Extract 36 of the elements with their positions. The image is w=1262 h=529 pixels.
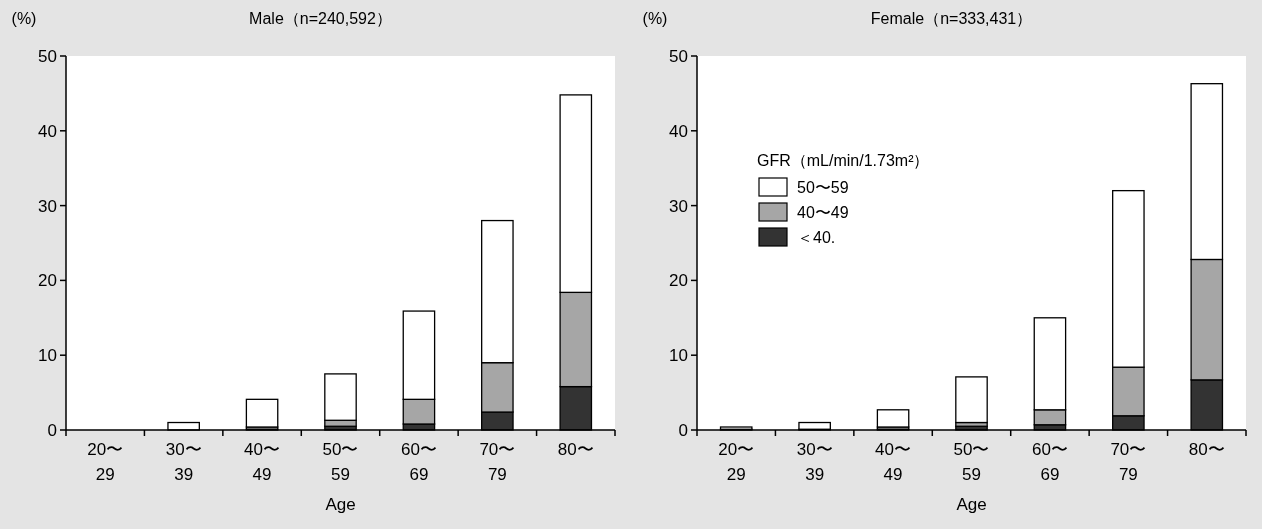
x-tick-label: 60〜 69 [400,440,437,484]
x-tick-label: 30〜 39 [796,440,833,484]
y-tick-label: 30 [669,196,688,216]
x-tick-label: 20〜 29 [87,440,124,484]
x-axis-title: Age [956,495,987,514]
x-tick-label: 80〜 [557,440,594,459]
chart-title: Male（n=240,592） [249,10,392,27]
y-tick-label: 10 [38,346,57,366]
y-tick-label: 50 [38,47,57,66]
legend-title: GFR（mL/min/1.73m²） [757,152,930,169]
x-tick-label: 50〜 59 [953,440,990,484]
y-tick-label: 40 [669,121,688,141]
x-axis-title: Age [325,495,356,514]
y-tick-label: 40 [38,121,57,141]
y-tick-label: 0 [678,421,688,440]
legend-label: ＜40. [797,229,836,246]
x-tick-label: 70〜 79 [479,440,516,484]
y-axis-title: (%) [642,10,668,27]
x-tick-label: 80〜 [1188,440,1225,459]
legend-label: 50〜59 [797,179,849,196]
x-tick-label: 40〜 49 [875,440,912,484]
x-tick-label: 40〜 49 [244,440,281,484]
x-tick-label: 60〜 69 [1031,440,1068,484]
chart-title: Female（n=333,431） [870,10,1033,27]
x-tick-label: 70〜 79 [1110,440,1147,484]
y-tick-label: 50 [669,47,688,66]
x-tick-label: 30〜 39 [165,440,202,484]
legend-label: 40〜49 [797,204,849,221]
x-tick-label: 50〜 59 [322,440,359,484]
y-tick-label: 20 [669,271,688,291]
y-tick-label: 10 [669,346,688,366]
y-tick-label: 0 [47,421,57,440]
x-tick-label: 20〜 29 [718,440,755,484]
y-tick-label: 30 [38,196,57,216]
y-axis-title: (%) [11,10,37,27]
y-tick-label: 20 [38,271,57,291]
